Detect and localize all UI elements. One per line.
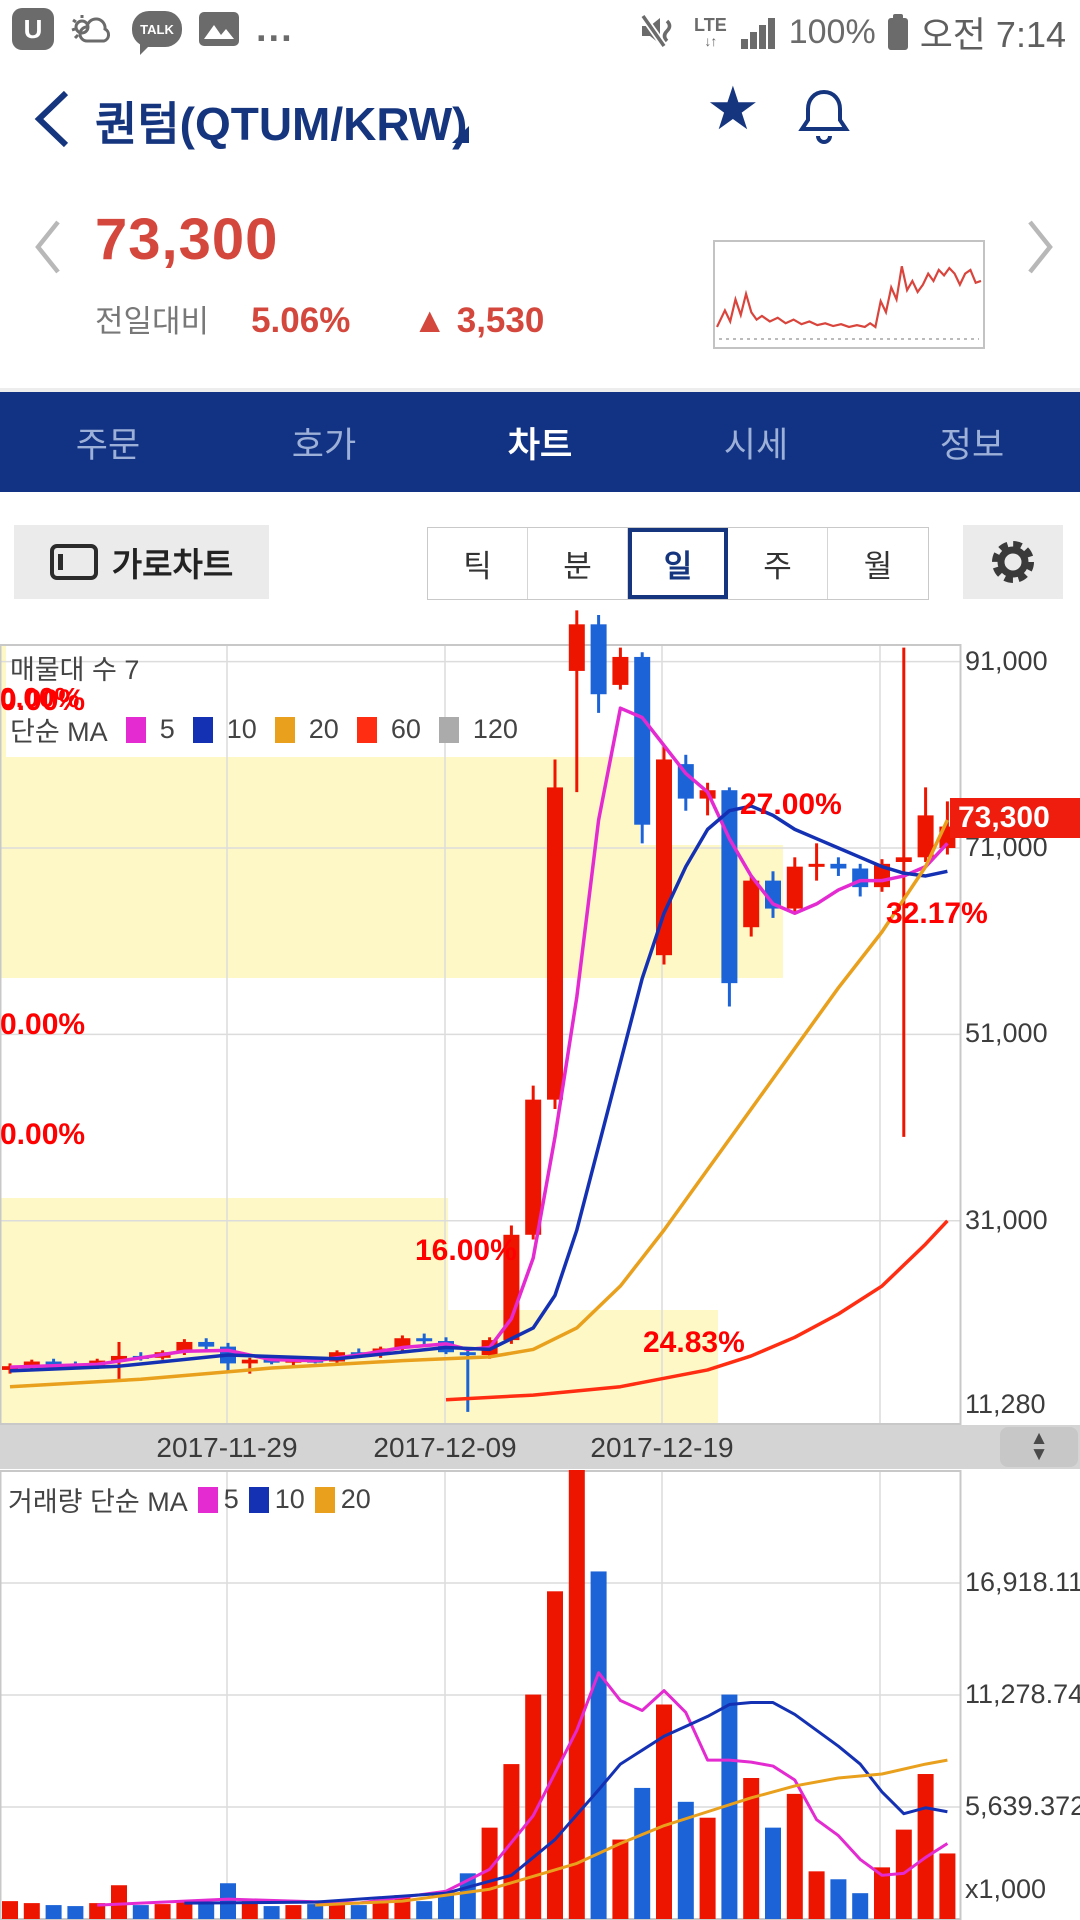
ma-color-swatch <box>438 716 459 743</box>
volume-bar-chart[interactable] <box>0 1470 1080 1920</box>
gear-icon <box>992 541 1034 583</box>
lte-network-icon: LTE ↓↑ <box>694 15 727 49</box>
price-axis-label: 31,000 <box>965 1204 1048 1235</box>
tab-차트[interactable]: 차트 <box>507 425 573 465</box>
landscape-phone-icon <box>49 544 98 580</box>
pair-title[interactable]: 퀀텀(QTUM/KRW) <box>95 98 468 150</box>
ma-period-label: 5 <box>223 1484 239 1514</box>
weather-icon <box>71 15 111 43</box>
ma-color-swatch <box>356 716 377 743</box>
volume-profile-pct-label: 0.00% <box>0 684 86 717</box>
ma-period-label: 120 <box>472 714 518 744</box>
chart-settings-button[interactable] <box>963 525 1063 599</box>
ma-period-label: 10 <box>274 1484 305 1514</box>
chart-divider-axis: ▲ ▼ 2017-11-29 2017-12-09 2017-12-19 <box>0 1425 1080 1469</box>
ma-period-label: 20 <box>340 1484 371 1514</box>
price-axis-label: 91,000 <box>965 645 1048 676</box>
price-section: 73,300 전일대비 5.06% ▲ 3,530 <box>0 168 1080 383</box>
volume-axis-label: 11,278.744 <box>965 1679 1080 1709</box>
more-notifications-icon: ... <box>256 8 294 50</box>
price-chart-legend: 매물대 수 7 0.00% 단순 MA 5 10 20 60 120 <box>0 648 518 747</box>
volume-profile-pct-label: 24.83% <box>643 1326 745 1359</box>
favorite-star-button[interactable]: ★ <box>706 75 760 142</box>
date-axis-label: 2017-12-09 <box>373 1432 517 1463</box>
date-axis-label: 2017-12-19 <box>590 1432 734 1463</box>
tab-호가[interactable]: 호가 <box>291 425 357 465</box>
back-button[interactable] <box>28 86 74 152</box>
mute-vibrate-icon <box>640 13 672 49</box>
landscape-chart-button[interactable]: 가로차트 <box>14 525 269 599</box>
volume-profile-pct-label: 32.17% <box>886 897 988 930</box>
mini-sparkline-chart[interactable] <box>713 240 985 349</box>
upbit-app-icon: U <box>12 8 54 50</box>
price-chart-panel: 매물대 수 7 0.00% 단순 MA 5 10 20 60 120 73,300 91,… <box>0 600 1080 1425</box>
tab-시세[interactable]: 시세 <box>723 425 789 465</box>
volume-legend-row: 거래량 단순 MA 5 10 20 <box>8 1484 371 1517</box>
header: 퀀텀(QTUM/KRW) ★ <box>0 75 1080 168</box>
nav-separator <box>0 388 1080 392</box>
interval-일[interactable]: 일 <box>628 528 728 599</box>
change-percent: 5.06% <box>251 301 351 340</box>
alarm-bell-button[interactable] <box>796 86 852 148</box>
volume-profile-pct-label: 0.00% <box>0 1008 86 1041</box>
price-axis-label: 51,000 <box>965 1018 1048 1049</box>
pair-dropdown-caret-icon[interactable] <box>452 126 469 143</box>
interval-틱[interactable]: 틱 <box>428 528 528 599</box>
gallery-icon <box>199 12 239 46</box>
change-amount: ▲ 3,530 <box>412 301 545 340</box>
current-price-tag: 73,300 <box>950 798 1080 838</box>
interval-월[interactable]: 월 <box>863 549 893 584</box>
ma-period-label: 5 <box>159 714 175 744</box>
price-axis-label: 11,280 <box>965 1388 1046 1419</box>
kakaotalk-icon: TALK <box>132 11 182 55</box>
ma-color-swatch <box>274 716 295 743</box>
ma-color-swatch <box>125 716 146 743</box>
nav-tabs: 주문 호가 차트 시세 정보 <box>0 392 1080 492</box>
volume-profile-pct-label: 0.00% <box>0 1118 86 1151</box>
battery-icon <box>887 14 908 50</box>
tab-주문[interactable]: 주문 <box>75 425 141 465</box>
ma-period-label: 20 <box>308 714 339 744</box>
candlestick-chart[interactable] <box>0 600 1080 1425</box>
current-price: 73,300 <box>95 207 279 272</box>
ma-color-swatch <box>192 716 213 743</box>
tab-정보[interactable]: 정보 <box>939 425 1005 465</box>
interval-주[interactable]: 주 <box>728 528 828 599</box>
ma-color-swatch <box>314 1486 335 1513</box>
volume-unit-label: x1,000 <box>965 1874 1047 1904</box>
ma-color-swatch <box>248 1486 269 1513</box>
date-axis-label: 2017-11-29 <box>156 1432 298 1463</box>
ma-period-label: 10 <box>226 714 257 744</box>
ma-period-label: 60 <box>390 714 421 744</box>
volume-profile-pct: 0.00% <box>0 682 80 713</box>
volume-axis-label: 5,639.372 <box>965 1791 1080 1821</box>
panel-resize-handle[interactable]: ▲ ▼ <box>1000 1427 1078 1467</box>
status-bar: U TALK ... <box>0 0 1080 62</box>
volume-axis-label: 16,918.119 <box>965 1566 1080 1597</box>
change-label: 전일대비 <box>95 304 210 339</box>
clock: 오전 7:14 <box>919 14 1066 55</box>
next-pair-button[interactable] <box>1022 216 1058 278</box>
prev-pair-button[interactable] <box>30 216 66 278</box>
volume-profile-pct-label: 16.00% <box>415 1234 517 1267</box>
signal-strength-icon <box>740 18 775 49</box>
ma-color-swatch <box>197 1486 218 1513</box>
volume-profile-count: 매물대 수 7 <box>10 655 140 685</box>
volume-profile-pct-label: 27.00% <box>740 788 842 821</box>
interval-분[interactable]: 분 <box>528 528 628 599</box>
battery-percent: 100% <box>788 12 876 51</box>
ma-legend-row: 단순 MA 5 10 20 60 120 <box>10 714 518 747</box>
